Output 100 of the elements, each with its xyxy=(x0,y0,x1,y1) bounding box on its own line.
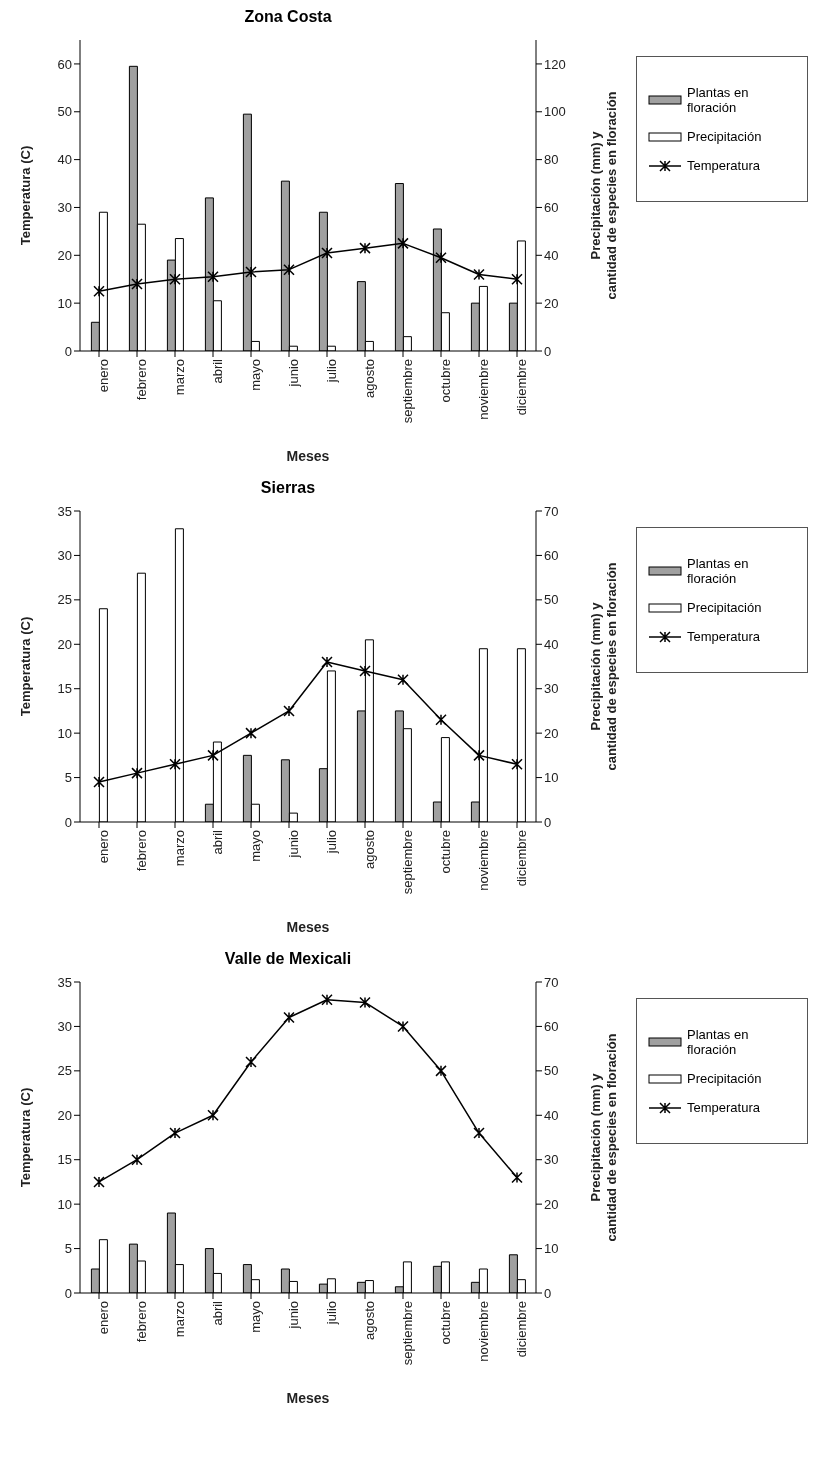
y-tick-label: 0 xyxy=(64,1285,72,1301)
y2-tick-label: 70 xyxy=(544,503,559,519)
y-tick-label: 35 xyxy=(57,503,72,519)
point xyxy=(93,776,105,788)
x-axis-title: Meses xyxy=(286,448,330,464)
y-tick-label: 30 xyxy=(57,200,72,216)
x-tick-label: julio xyxy=(324,359,340,384)
x-tick-label: abril xyxy=(210,358,226,384)
y2-tick-label: 80 xyxy=(544,152,559,168)
point xyxy=(245,266,257,278)
legend-label: Plantas en floración xyxy=(687,85,750,115)
point xyxy=(397,1020,409,1033)
y2-tick-label: 30 xyxy=(544,681,559,697)
legend-label: Plantas en floración xyxy=(687,1027,750,1057)
x-tick-label: marzo xyxy=(172,359,188,396)
y-tick-label: 15 xyxy=(57,681,72,697)
x-tick-label: diciembre xyxy=(514,359,530,416)
point xyxy=(283,705,295,717)
chart-title: Sierras xyxy=(259,479,317,497)
x-tick-label: septiembre xyxy=(400,1301,416,1366)
y2-tick-label: 40 xyxy=(544,636,559,652)
x-tick-label: enero xyxy=(96,1301,112,1335)
point xyxy=(169,273,181,285)
point xyxy=(473,268,485,281)
y2-tick-label: 20 xyxy=(544,725,559,741)
y2-tick-label: 10 xyxy=(544,770,559,786)
legend-label: Temperatura xyxy=(687,158,760,173)
legend-label: Precipitación xyxy=(687,600,762,615)
x-tick-label: mayo xyxy=(248,1301,264,1333)
x-tick-label: junio xyxy=(286,830,302,859)
y-tick-label: 5 xyxy=(64,1241,72,1257)
y-axis-title: Temperatura (C) xyxy=(18,616,33,717)
y-tick-label: 5 xyxy=(64,770,72,786)
legend-label: Precipitación xyxy=(687,129,762,144)
point xyxy=(359,996,371,1009)
x-tick-label: diciembre xyxy=(514,830,530,887)
point xyxy=(435,714,447,726)
legend-label: Precipitación xyxy=(687,1071,762,1086)
x-tick-label: diciembre xyxy=(514,1301,530,1358)
x-tick-label: mayo xyxy=(248,830,264,862)
y2-tick-label: 50 xyxy=(544,1063,559,1079)
point xyxy=(245,1056,257,1068)
point xyxy=(93,1176,105,1188)
point xyxy=(169,1127,181,1139)
x-tick-label: julio xyxy=(324,1301,340,1326)
x-tick-label: febrero xyxy=(134,830,150,872)
y-axis-title: Temperatura (C) xyxy=(18,145,33,246)
y2-tick-label: 40 xyxy=(544,247,559,263)
point xyxy=(207,749,219,762)
point xyxy=(511,758,523,770)
x-tick-label: marzo xyxy=(172,830,188,867)
legend-label: Temperatura xyxy=(687,629,760,644)
point xyxy=(435,251,447,264)
y-tick-label: 0 xyxy=(64,343,72,359)
point xyxy=(321,994,333,1006)
y-tick-label: 50 xyxy=(57,104,72,120)
x-tick-label: abril xyxy=(210,829,226,855)
y2-tick-label: 40 xyxy=(544,1107,559,1123)
y2-tick-label: 20 xyxy=(544,295,559,311)
y2-tick-label: 0 xyxy=(544,343,552,359)
point xyxy=(131,767,143,779)
chart-title: Zona Costa xyxy=(243,8,333,26)
x-tick-label: abril xyxy=(210,1300,226,1326)
x-tick-label: noviembre xyxy=(476,1301,492,1362)
y2-tick-label: 10 xyxy=(544,1241,559,1257)
x-tick-label: octubre xyxy=(438,1301,454,1345)
point xyxy=(473,1127,485,1139)
x-tick-label: noviembre xyxy=(476,359,492,420)
point xyxy=(321,247,333,259)
point xyxy=(207,1109,219,1122)
y2-tick-label: 60 xyxy=(544,200,559,216)
x-axis-title: Meses xyxy=(286,1390,330,1406)
x-tick-label: mayo xyxy=(248,359,264,391)
y2-tick-label: 20 xyxy=(544,1196,559,1212)
y-tick-label: 25 xyxy=(57,592,72,608)
y2-axis-title: Precipitación (mm) y cantidad de especies en floración xyxy=(588,1033,619,1242)
y-tick-label: 40 xyxy=(57,152,72,168)
y-tick-label: 0 xyxy=(64,814,72,830)
y2-tick-label: 30 xyxy=(544,1152,559,1168)
y-tick-label: 10 xyxy=(57,1196,72,1212)
x-tick-label: febrero xyxy=(134,1301,150,1343)
x-tick-label: marzo xyxy=(172,1301,188,1338)
x-axis-title: Meses xyxy=(286,919,330,935)
y-tick-label: 35 xyxy=(57,974,72,990)
y2-tick-label: 70 xyxy=(544,974,559,990)
x-tick-label: enero xyxy=(96,359,112,393)
x-tick-label: octubre xyxy=(438,359,454,403)
point xyxy=(359,242,371,254)
x-tick-label: julio xyxy=(324,830,340,855)
x-tick-label: febrero xyxy=(134,359,150,401)
point xyxy=(359,665,371,677)
y2-axis-title: Precipitación (mm) y cantidad de especies en floración xyxy=(588,91,619,300)
point xyxy=(397,674,409,686)
y-tick-label: 20 xyxy=(57,247,72,263)
y2-tick-label: 50 xyxy=(544,592,559,608)
y-tick-label: 30 xyxy=(57,1019,72,1035)
x-tick-label: junio xyxy=(286,359,302,388)
legend-label: Plantas en floración xyxy=(687,556,750,586)
point xyxy=(397,237,409,250)
point xyxy=(511,273,523,285)
